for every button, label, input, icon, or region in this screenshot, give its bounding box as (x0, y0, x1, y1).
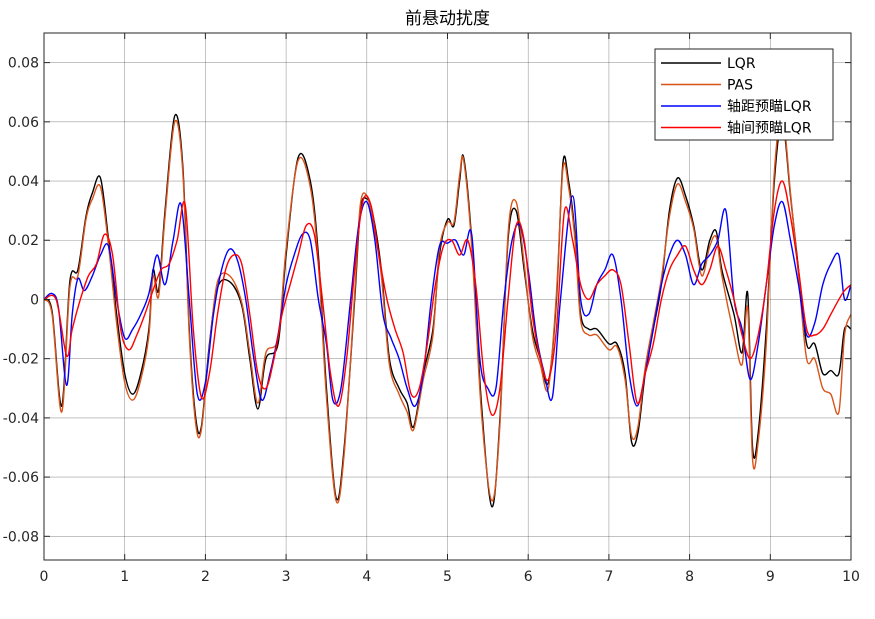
legend-label-2: PAS (727, 78, 753, 94)
x-tick-label: 2 (201, 569, 210, 585)
x-tick-label: 10 (842, 569, 860, 585)
x-tick-label: 0 (40, 569, 49, 585)
x-tick-label: 8 (685, 569, 694, 585)
x-tick-label: 5 (443, 569, 452, 585)
y-tick-label: 0.02 (8, 233, 39, 249)
legend-box (654, 48, 834, 141)
legend-label-3: 轴距预瞄LQR (727, 99, 812, 115)
x-tick-label: 1 (120, 569, 129, 585)
y-tick-label: 0.04 (8, 174, 39, 190)
series-line-3 (44, 195, 851, 408)
x-axis: 0 1 2 3 4 5 6 7 8 9 10 (40, 33, 860, 585)
y-tick-label: 0.06 (8, 115, 39, 131)
series-line-1 (44, 113, 851, 508)
x-tick-label: 7 (604, 569, 613, 585)
x-tick-label: 4 (362, 569, 371, 585)
y-tick-label: 0.08 (8, 56, 39, 72)
legend-label-1: LQR (727, 56, 756, 72)
x-tick-label: 3 (282, 569, 291, 585)
y-tick-label: -0.04 (3, 411, 39, 427)
chart-title: 前悬动扰度 (405, 9, 490, 29)
y-axis: -0.08 -0.06 -0.04 -0.02 0 0.02 0.04 0.06 0.08 (3, 56, 851, 545)
legend-label-4: 轴间预瞄LQR (727, 121, 812, 137)
y-tick-label: -0.06 (3, 470, 39, 486)
series-layer (44, 113, 851, 508)
legend: LQR PAS 轴距预瞄LQR 轴间预瞄LQR (654, 48, 834, 141)
y-tick-label: -0.08 (3, 529, 39, 545)
y-tick-label: -0.02 (3, 352, 39, 368)
series-line-4 (44, 180, 851, 416)
series-line-2 (44, 114, 851, 504)
y-tick-label: 0 (30, 292, 39, 308)
x-tick-label: 6 (524, 569, 533, 585)
x-tick-label: 9 (766, 569, 775, 585)
